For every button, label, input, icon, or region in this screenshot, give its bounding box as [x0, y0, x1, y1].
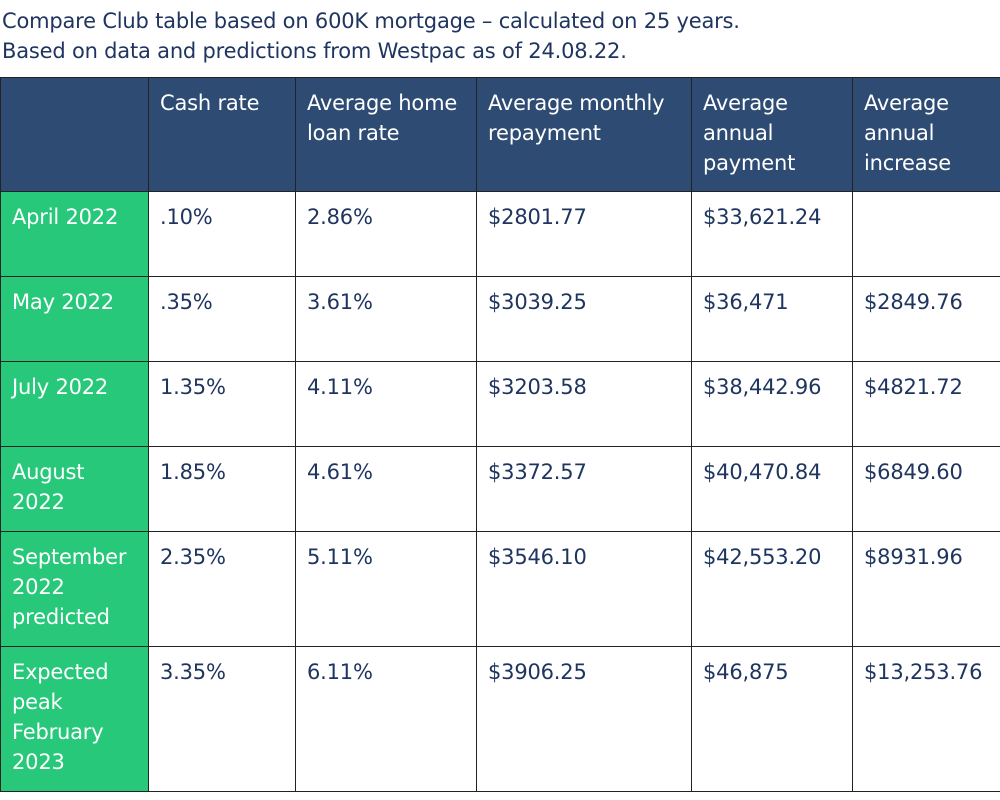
header-cash-rate: Cash rate — [148, 77, 296, 192]
cell-cash-rate: 3.35% — [148, 646, 296, 792]
cell-cash-rate: .10% — [148, 191, 296, 277]
cell-cash-rate: 1.35% — [148, 361, 296, 447]
row-period: September 2022 predicted — [0, 531, 149, 647]
cell-annual-increase: $2849.76 — [852, 276, 1000, 362]
row-period: July 2022 — [0, 361, 149, 447]
cell-home-loan-rate: 6.11% — [295, 646, 477, 792]
cell-monthly-repayment: $3546.10 — [476, 531, 692, 647]
header-home-loan-rate: Average home loan rate — [295, 77, 477, 192]
cell-annual-increase: $13,253.76 — [852, 646, 1000, 792]
table-row: Expected peak February 2023 3.35% 6.11% … — [0, 646, 1000, 792]
cell-monthly-repayment: $3372.57 — [476, 446, 692, 532]
cell-annual-payment: $36,471 — [691, 276, 853, 362]
cell-annual-payment: $33,621.24 — [691, 191, 853, 277]
intro-line-1: Compare Club table based on 600K mortgag… — [2, 9, 740, 33]
cell-monthly-repayment: $3906.25 — [476, 646, 692, 792]
cell-cash-rate: 2.35% — [148, 531, 296, 647]
cell-annual-payment: $46,875 — [691, 646, 853, 792]
cell-annual-increase: $6849.60 — [852, 446, 1000, 532]
row-period: Expected peak February 2023 — [0, 646, 149, 792]
table-row: August 2022 1.85% 4.61% $3372.57 $40,470… — [0, 446, 1000, 532]
row-period: May 2022 — [0, 276, 149, 362]
cell-monthly-repayment: $3203.58 — [476, 361, 692, 447]
header-period — [0, 77, 149, 192]
cell-annual-increase: $8931.96 — [852, 531, 1000, 647]
mortgage-comparison-table: Cash rate Average home loan rate Average… — [0, 77, 1000, 792]
cell-monthly-repayment: $3039.25 — [476, 276, 692, 362]
table-row: May 2022 .35% 3.61% $3039.25 $36,471 $28… — [0, 276, 1000, 362]
cell-annual-payment: $40,470.84 — [691, 446, 853, 532]
cell-home-loan-rate: 5.11% — [295, 531, 477, 647]
cell-annual-increase: $4821.72 — [852, 361, 1000, 447]
table-row: July 2022 1.35% 4.11% $3203.58 $38,442.9… — [0, 361, 1000, 447]
cell-home-loan-rate: 2.86% — [295, 191, 477, 277]
header-annual-payment: Average annual payment — [691, 77, 853, 192]
cell-annual-increase — [852, 191, 1000, 277]
cell-annual-payment: $38,442.96 — [691, 361, 853, 447]
row-period: April 2022 — [0, 191, 149, 277]
row-period: August 2022 — [0, 446, 149, 532]
table-row: April 2022 .10% 2.86% $2801.77 $33,621.2… — [0, 191, 1000, 277]
cell-home-loan-rate: 4.11% — [295, 361, 477, 447]
cell-cash-rate: 1.85% — [148, 446, 296, 532]
cell-monthly-repayment: $2801.77 — [476, 191, 692, 277]
header-monthly-repayment: Average monthly repayment — [476, 77, 692, 192]
cell-cash-rate: .35% — [148, 276, 296, 362]
cell-home-loan-rate: 3.61% — [295, 276, 477, 362]
cell-annual-payment: $42,553.20 — [691, 531, 853, 647]
header-annual-increase: Average annual increase — [852, 77, 1000, 192]
table-header-row: Cash rate Average home loan rate Average… — [0, 77, 1000, 192]
cell-home-loan-rate: 4.61% — [295, 446, 477, 532]
intro-line-2: Based on data and predictions from Westp… — [2, 39, 627, 63]
intro-text: Compare Club table based on 600K mortgag… — [0, 0, 1000, 77]
table-row: September 2022 predicted 2.35% 5.11% $35… — [0, 531, 1000, 647]
